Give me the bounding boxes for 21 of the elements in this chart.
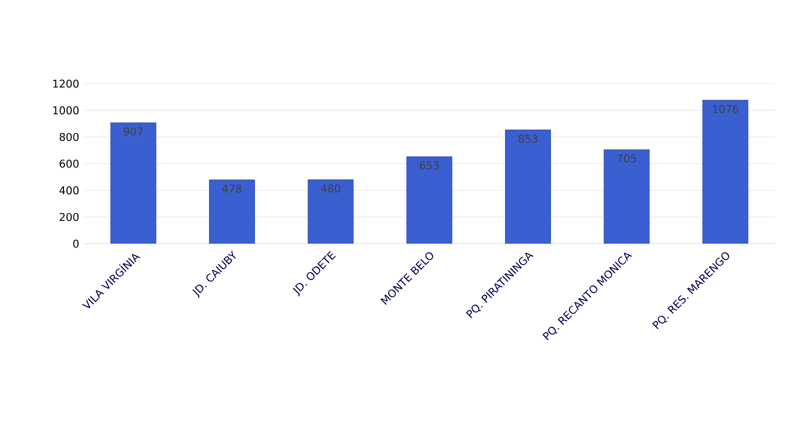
bar [505,130,551,244]
bar [702,100,748,244]
data-label: 480 [321,184,340,192]
y-tick-label: 400 [59,186,79,194]
y-tick-label: 800 [60,132,79,142]
bar [209,180,255,244]
bar [406,156,452,244]
data-label: 653 [420,161,439,170]
y-tick-label: 1200 [53,80,79,88]
data-label: 1076 [712,104,738,113]
bar [604,149,650,244]
y-tick-label: 600 [60,160,79,168]
data-label: 478 [222,184,242,193]
bar [110,122,156,244]
y-tick-label: 1000 [53,106,79,114]
data-label: 853 [518,134,538,143]
y-tick-label: 0 [73,240,79,248]
data-label: 907 [124,127,143,136]
bar [308,179,354,244]
y-tick-label: 200 [60,212,79,222]
data-label: 705 [617,154,636,162]
